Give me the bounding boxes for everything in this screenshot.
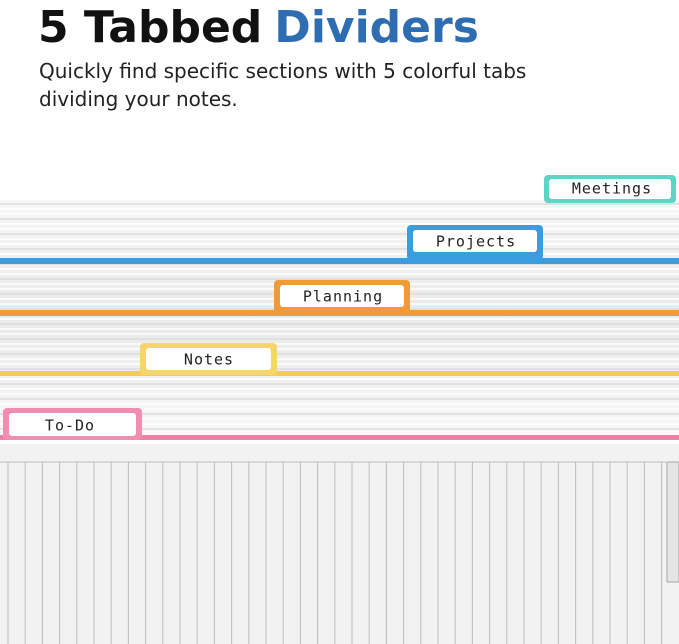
- title: 5 Tabbed Dividers: [38, 2, 479, 53]
- tab-label-bg: [280, 285, 404, 307]
- side-index: [666, 461, 679, 583]
- subtitle-line: Quickly find specific sections with 5 co…: [39, 59, 526, 83]
- tab-label: Notes: [184, 351, 234, 369]
- tab-label-bg: [9, 413, 136, 436]
- paper-stack: [0, 200, 679, 440]
- notebook-page: [0, 444, 679, 644]
- paper-edges: [0, 203, 679, 435]
- tab-label: Planning: [303, 288, 383, 306]
- tab-label: To-Do: [45, 417, 95, 435]
- subtitle-line: dividing your notes.: [39, 87, 238, 111]
- title-part: 5 Tabbed: [38, 2, 262, 53]
- divider-edge: [0, 435, 679, 440]
- divider-edge: [0, 258, 679, 264]
- tab-label: Projects: [436, 233, 516, 251]
- tab-label-bg: [146, 348, 271, 370]
- title-highlight: Dividers: [274, 2, 479, 53]
- divider-edge: [0, 371, 679, 376]
- tab-label-bg: [413, 230, 537, 252]
- tab-label-bg: [549, 179, 671, 199]
- tab-label: Meetings: [572, 180, 652, 198]
